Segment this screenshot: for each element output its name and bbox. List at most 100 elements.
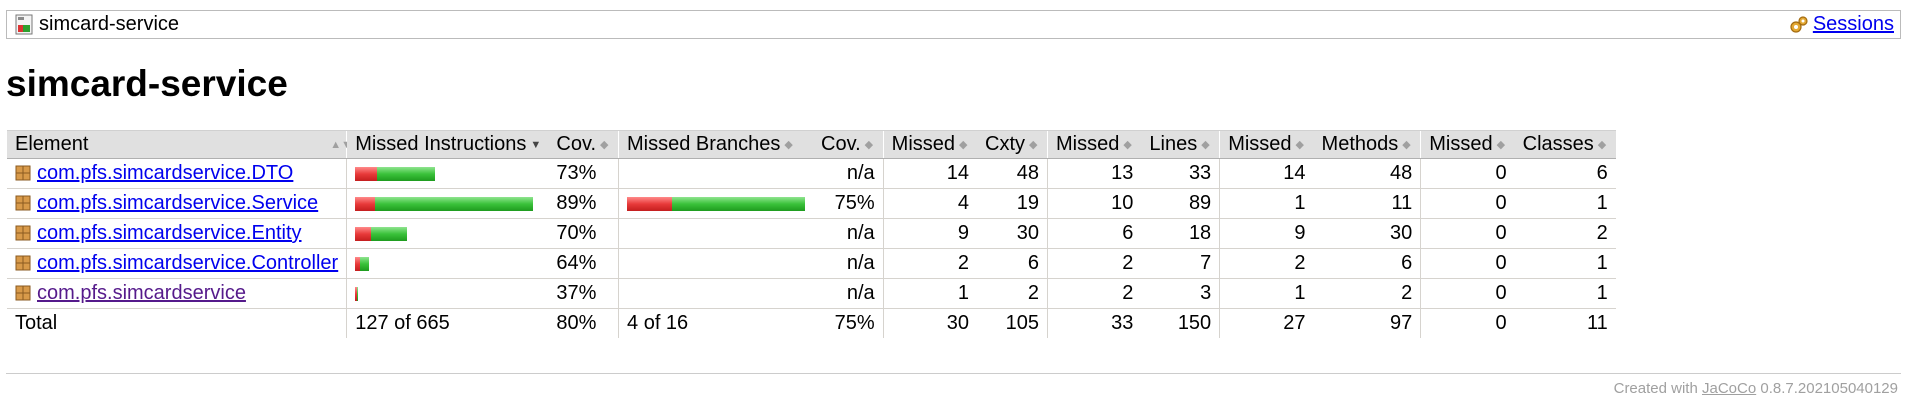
sort-icon: ◆ <box>1597 138 1607 151</box>
header-lines-missed[interactable]: Missed ◆ <box>1047 130 1142 159</box>
instructions-bar-cell <box>346 158 549 189</box>
classes: 1 <box>1514 188 1616 219</box>
instr-coverage: 37% <box>548 278 619 309</box>
package-link[interactable]: com.pfs.simcardservice.Service <box>37 192 319 214</box>
branch-coverage: 75% <box>813 188 884 219</box>
instr-coverage: 70% <box>548 218 619 249</box>
header-missed-branches[interactable]: Missed Branches ◆ <box>618 130 814 159</box>
branch-coverage: n/a <box>813 158 884 189</box>
classes-missed: 0 <box>1420 278 1515 309</box>
branches-bar-cell <box>618 278 814 309</box>
package-link[interactable]: com.pfs.simcardservice.Controller <box>37 252 339 274</box>
package-cell: com.pfs.simcardservice.Controller <box>7 248 347 279</box>
total-classes-missed: 0 <box>1420 308 1515 338</box>
package-link[interactable]: com.pfs.simcardservice <box>37 282 246 304</box>
sessions-link[interactable]: Sessions <box>1812 13 1894 35</box>
breadcrumb: simcard-service Sessions <box>6 10 1901 39</box>
branches-bar-cell <box>618 158 814 189</box>
header-cxty-missed[interactable]: Missed ◆ <box>882 130 978 159</box>
lines: 3 <box>1141 278 1220 309</box>
classes: 2 <box>1514 218 1616 249</box>
instructions-covered-bar <box>357 286 359 301</box>
lines: 89 <box>1141 188 1220 219</box>
instr-coverage: 64% <box>548 248 619 279</box>
methods: 30 <box>1313 218 1421 249</box>
total-cxty: 105 <box>1005 312 1040 334</box>
methods-missed: 2 <box>1219 248 1314 279</box>
branch-covered-bar <box>672 196 806 211</box>
header-lines[interactable]: Lines ◆ <box>1141 130 1220 159</box>
classes: 1 <box>1514 278 1616 309</box>
sort-desc-icon: ▼ <box>530 138 542 151</box>
package-cell: com.pfs.simcardservice.Service <box>7 188 347 219</box>
package-link[interactable]: com.pfs.simcardservice.Entity <box>37 222 302 244</box>
cxty: 6 <box>977 248 1048 279</box>
instructions-bar-cell <box>346 248 549 279</box>
total-methods-missed: 27 <box>1219 308 1314 338</box>
header-instr-coverage[interactable]: Cov. ◆ <box>548 130 619 159</box>
package-cell: com.pfs.simcardservice <box>7 278 347 309</box>
gears-icon <box>1788 14 1810 36</box>
cxty: 2 <box>977 278 1048 309</box>
instructions-bar-cell <box>346 218 549 249</box>
total-instructions: 127 of 665 <box>346 308 549 338</box>
instructions-missed-bar <box>355 166 378 181</box>
table-row: com.pfs.simcardservice.Controller 64% n/a 2… <box>7 248 1616 279</box>
header-missed-instructions[interactable]: Missed Instructions ▼ <box>346 130 549 159</box>
cxty-missed: 9 <box>882 218 978 249</box>
branches-bar-cell <box>618 248 814 279</box>
header-branch-coverage[interactable]: Cov. ◆ <box>813 130 884 159</box>
instructions-missed-bar <box>355 226 372 241</box>
methods: 48 <box>1313 158 1421 189</box>
sort-icon: ◆ <box>1123 138 1132 151</box>
package-icon <box>15 194 31 211</box>
header-classes-missed[interactable]: Missed ◆ <box>1420 130 1515 159</box>
sort-icon: ◆ <box>600 138 609 151</box>
total-classes: 11 <box>1587 312 1608 334</box>
instructions-missed-bar <box>355 286 358 301</box>
methods-missed: 9 <box>1219 218 1314 249</box>
sort-icon: ◆ <box>1496 138 1506 151</box>
instructions-missed-bar <box>355 256 361 271</box>
cxty: 30 <box>977 218 1048 249</box>
lines-missed: 2 <box>1047 278 1142 309</box>
jacoco-link[interactable]: JaCoCo <box>1701 380 1757 397</box>
branches-bar-cell <box>618 218 814 249</box>
page-title: simcard-service <box>6 63 288 104</box>
coverage-table: Element ▲▼ Missed Instructions ▼ Cov. ◆ Mis… <box>7 130 1616 338</box>
methods: 6 <box>1313 248 1421 279</box>
cxty-missed: 2 <box>882 248 978 279</box>
header-methods[interactable]: Methods ◆ <box>1313 130 1421 159</box>
lines-missed: 10 <box>1047 188 1142 219</box>
instr-coverage: 89% <box>548 188 619 219</box>
instr-coverage: 73% <box>548 158 619 189</box>
package-icon <box>15 284 31 301</box>
total-branches: 4 of 16 <box>618 308 814 338</box>
breadcrumb-title: simcard-service <box>39 13 180 35</box>
total-label: Total <box>15 312 58 334</box>
header-classes[interactable]: Classes ◆ <box>1514 130 1616 159</box>
header-element[interactable]: Element ▲▼ <box>7 130 352 159</box>
sort-icon: ◆ <box>784 138 793 151</box>
methods-missed: 1 <box>1219 188 1314 219</box>
header-methods-missed[interactable]: Missed ◆ <box>1219 130 1314 159</box>
instructions-covered-bar <box>371 226 408 241</box>
methods: 2 <box>1313 278 1421 309</box>
footer-prefix: Created with <box>1613 380 1702 397</box>
header-cxty[interactable]: Cxty ◆ <box>977 130 1048 159</box>
footer-divider <box>6 373 1901 374</box>
package-link[interactable]: com.pfs.simcardservice.DTO <box>37 162 294 184</box>
lines-missed: 6 <box>1047 218 1142 249</box>
footer-version: 0.8.7.202105040129 <box>1756 380 1898 397</box>
instructions-covered-bar <box>377 166 436 181</box>
table-header-row: Element ▲▼ Missed Instructions ▼ Cov. ◆ Mis… <box>7 130 1616 159</box>
sort-icon: ◆ <box>1201 138 1210 151</box>
methods-missed: 1 <box>1219 278 1314 309</box>
lines: 7 <box>1141 248 1220 279</box>
total-lines-missed: 33 <box>1047 308 1142 338</box>
methods-missed: 14 <box>1219 158 1314 189</box>
total-lines: 150 <box>1177 312 1212 334</box>
table-row: com.pfs.simcardservice.Service 89% 75% 4 19 1… <box>7 188 1616 219</box>
sort-icon: ◆ <box>1402 138 1411 151</box>
table-row: com.pfs.simcardservice.Entity 70% n/a 9 30 6 1… <box>7 218 1616 249</box>
